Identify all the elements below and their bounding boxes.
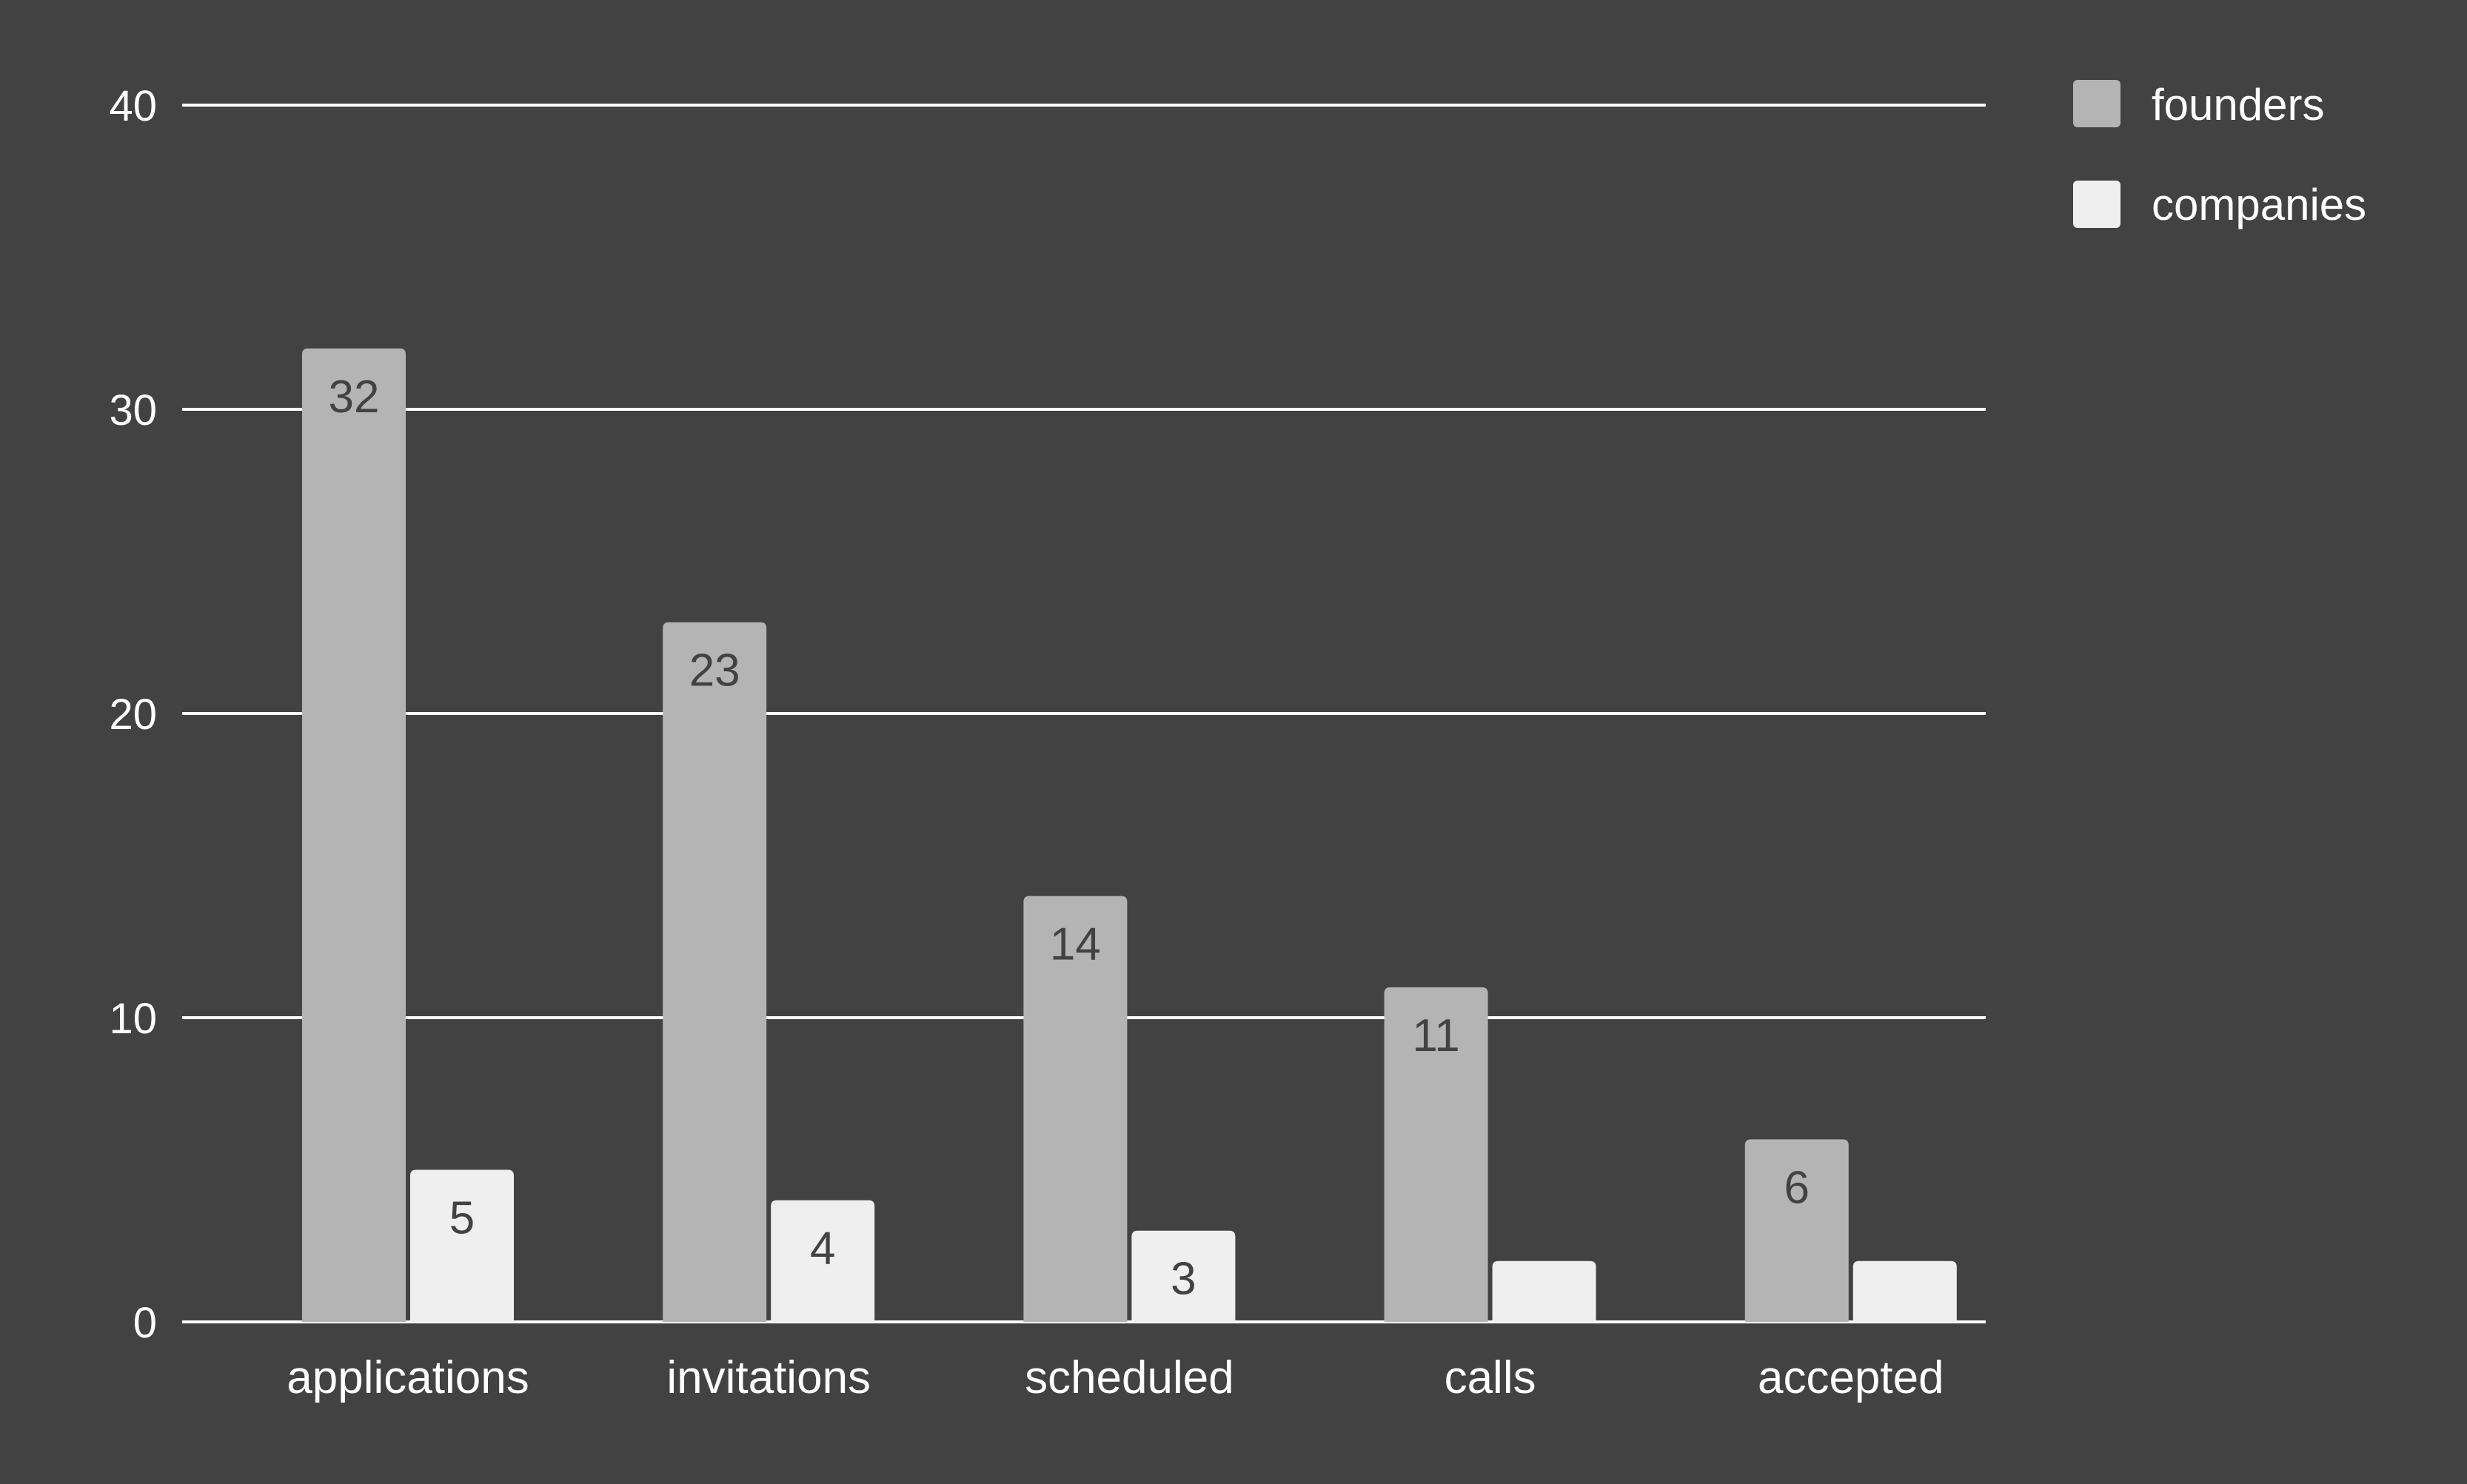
y-tick-label-30: 30 [109,386,157,434]
bar-founders-applications[interactable] [302,348,406,1322]
data-label-companies-invitations: 4 [810,1223,835,1275]
y-tick-label-40: 40 [109,82,157,130]
legend-label-companies: companies [2152,180,2366,229]
legend-swatch-founders [2073,80,2120,127]
legend-item-founders[interactable]: founders [2073,80,2325,130]
bar-companies-invitations[interactable] [771,1200,875,1322]
bars [302,348,1957,1323]
data-label-founders-invitations: 23 [689,645,740,696]
x-axis-ticks: applications invitations scheduled calls acc… [287,1352,1944,1403]
legend: founders companies [2073,80,2366,229]
legend-label-founders: founders [2152,80,2325,130]
bar-founders-accepted[interactable] [1744,1139,1849,1322]
data-label-companies-scheduled: 3 [1171,1254,1196,1305]
bar-founders-calls[interactable] [1384,987,1488,1322]
data-label-founders-scheduled: 14 [1050,919,1101,970]
y-tick-label-10: 10 [109,995,157,1043]
x-tick-label-invitations: invitations [666,1352,871,1403]
bar-companies-scheduled[interactable] [1131,1230,1236,1322]
bar-companies-calls[interactable] [1492,1260,1596,1322]
bar-companies-accepted[interactable] [1852,1260,1957,1322]
x-tick-label-applications: applications [287,1352,529,1403]
y-axis-ticks: 0 10 20 30 40 [109,82,157,1347]
data-label-founders-calls: 11 [1412,1010,1459,1061]
data-label-founders-applications: 32 [329,372,380,423]
bar-companies-applications[interactable] [410,1169,514,1323]
legend-swatch-companies [2073,181,2120,228]
data-label-companies-applications: 5 [449,1193,475,1244]
bar-founders-invitations[interactable] [663,622,767,1322]
legend-item-companies[interactable]: companies [2073,180,2366,229]
y-tick-label-0: 0 [133,1299,157,1347]
data-labels: 32 5 23 4 14 3 11 6 [329,372,1810,1305]
data-label-founders-accepted: 6 [1784,1162,1810,1213]
x-tick-label-scheduled: scheduled [1025,1352,1234,1403]
y-tick-label-20: 20 [109,691,157,739]
gridlines [182,104,1986,1323]
x-tick-label-calls: calls [1445,1352,1536,1403]
x-tick-label-accepted: accepted [1758,1352,1944,1403]
bar-founders-scheduled[interactable] [1023,896,1128,1322]
